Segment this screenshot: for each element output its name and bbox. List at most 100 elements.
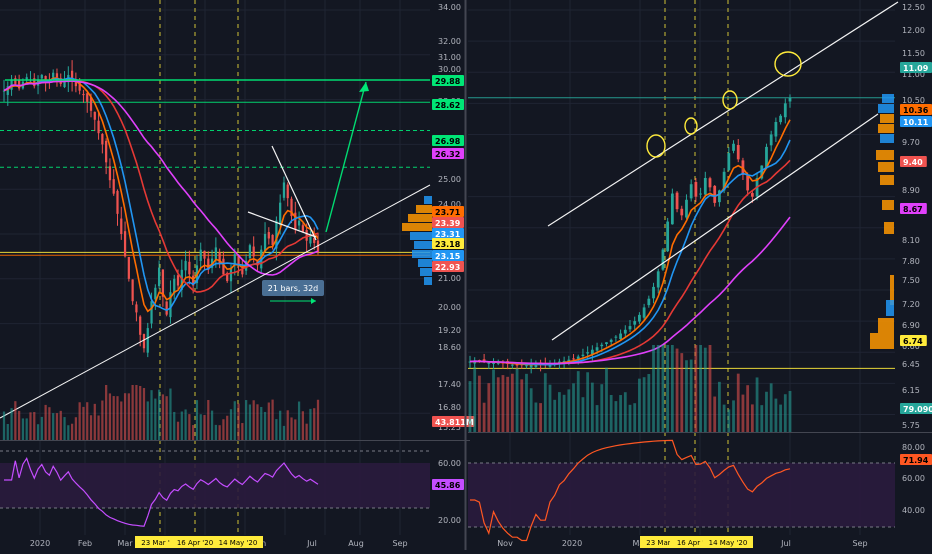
candle-body[interactable] [33,78,36,87]
candle-body[interactable] [101,134,104,145]
candle-body[interactable] [40,74,43,79]
candle-body[interactable] [165,301,168,315]
candle-body[interactable] [619,333,622,340]
candle-body[interactable] [2,90,6,92]
candle-body[interactable] [188,261,191,275]
candle-body[interactable] [154,287,157,300]
candle-body[interactable] [694,182,698,197]
candle-body[interactable] [14,78,17,84]
left-chart-panel[interactable]: 34.0032.0031.0030.0028.0026.0025.0024.00… [0,0,475,548]
candle-body[interactable] [642,307,646,318]
candle-body[interactable] [515,364,519,366]
candle-body[interactable] [713,185,717,203]
candle-body[interactable] [135,304,138,313]
candle-body[interactable] [55,73,59,78]
candle-body[interactable] [783,103,787,118]
candle-body[interactable] [74,79,78,87]
candle-body[interactable] [286,184,289,199]
candle-body[interactable] [576,356,580,359]
candle-body[interactable] [226,273,229,282]
candle-body[interactable] [666,221,670,252]
candle-body[interactable] [468,361,472,363]
candle-body[interactable] [173,278,176,294]
candle-body[interactable] [732,143,735,151]
candle-body[interactable] [184,260,187,271]
candle-body[interactable] [722,171,726,191]
candle-body[interactable] [112,179,115,194]
candle-body[interactable] [263,234,267,252]
candle-body[interactable] [120,218,123,234]
candle-body[interactable] [252,246,255,257]
candle-body[interactable] [595,347,599,351]
candle-body[interactable] [788,97,792,102]
candle-body[interactable] [487,362,491,364]
candle-body[interactable] [203,250,206,259]
candle-body[interactable] [765,146,768,169]
candle-body[interactable] [218,252,221,264]
candle-body[interactable] [139,316,142,335]
candle-body[interactable] [680,208,684,216]
candle-body[interactable] [157,267,161,287]
candle-body[interactable] [78,81,81,91]
candle-body[interactable] [718,190,721,203]
candle-body[interactable] [628,326,632,330]
candle-body[interactable] [44,75,47,80]
candle-body[interactable] [63,79,66,88]
candle-body[interactable] [176,275,180,286]
candle-body[interactable] [656,271,660,288]
candle-body[interactable] [127,256,130,279]
candle-body[interactable] [18,79,21,89]
candle-body[interactable] [774,122,778,137]
candle-body[interactable] [233,254,236,264]
candle-body[interactable] [703,178,707,195]
candle-body[interactable] [309,234,312,244]
candle-body[interactable] [97,120,100,134]
candle-body[interactable] [572,358,575,360]
candle-body[interactable] [525,365,528,367]
candle-body[interactable] [192,275,195,286]
candle-body[interactable] [779,115,782,123]
candle-body[interactable] [248,245,252,259]
candle-body[interactable] [161,269,165,297]
candle-body[interactable] [590,349,594,355]
candle-body[interactable] [750,193,754,197]
candle-body[interactable] [313,237,316,243]
candle-body[interactable] [70,70,74,82]
candle-body[interactable] [600,344,604,347]
candle-body[interactable] [25,77,28,80]
candle-body[interactable] [670,193,674,225]
candle-body[interactable] [275,220,278,249]
candle-body[interactable] [241,268,244,275]
candle-body[interactable] [93,111,96,120]
candle-body[interactable] [150,301,153,324]
candle-body[interactable] [727,153,731,171]
candle-body[interactable] [290,198,293,217]
annotation-box[interactable] [262,280,324,296]
candle-body[interactable] [214,247,217,260]
candle-body[interactable] [529,364,533,368]
candle-body[interactable] [108,166,112,181]
candle-body[interactable] [267,232,270,239]
candle-body[interactable] [689,184,693,199]
candle-body[interactable] [623,329,627,334]
candle-body[interactable] [279,202,282,225]
candle-body[interactable] [652,286,655,299]
candle-body[interactable] [237,255,240,266]
candle-body[interactable] [699,193,702,195]
candle-body[interactable] [86,93,89,102]
candle-body[interactable] [229,267,233,282]
candle-body[interactable] [116,190,119,214]
candle-body[interactable] [294,212,297,230]
candle-body[interactable] [769,134,773,146]
candle-body[interactable] [6,86,9,95]
candle-body[interactable] [760,165,764,179]
candle-body[interactable] [89,97,93,111]
candle-body[interactable] [207,258,210,270]
candle-body[interactable] [282,182,286,198]
candle-body[interactable] [605,342,608,345]
candle-body[interactable] [708,178,712,188]
candle-body[interactable] [199,249,202,261]
candle-body[interactable] [633,321,637,325]
candle-body[interactable] [82,94,85,96]
